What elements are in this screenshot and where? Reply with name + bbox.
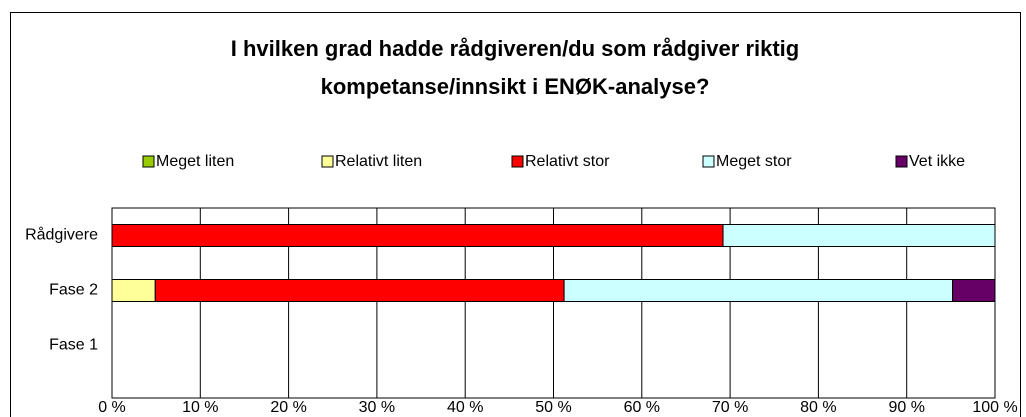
y-tick-label: Fase 2 [49,282,98,299]
x-tick-label: 50 % [535,399,571,416]
legend-label: Relativt stor [525,153,610,170]
bar-segment [111,279,156,302]
y-tick-label: Fase 1 [49,337,98,354]
x-tick-label: 10 % [182,399,218,416]
legend-label: Relativt liten [335,153,422,170]
y-tick-label: Rådgivere [25,226,98,244]
x-tick-label: 60 % [624,399,660,416]
x-tick-label: 0 % [98,399,126,416]
legend-swatch [321,155,334,168]
chart-frame [10,12,1021,417]
x-tick-label: 90 % [888,399,924,416]
bar-segment [722,224,996,247]
bar-segment [563,279,954,302]
chart-title: I hvilken grad hadde rådgiveren/du som r… [230,36,800,99]
legend-swatch [702,155,715,168]
bar-segment [952,279,996,302]
x-tick-label: 40 % [447,399,483,416]
x-tick-label: 30 % [359,399,395,416]
legend-label: Vet ikke [909,153,965,170]
legend-swatch [511,155,524,168]
bar-segment [154,279,565,302]
x-tick-label: 100 % [972,399,1017,416]
legend-swatch [895,155,908,168]
legend-label: Meget stor [716,153,792,170]
x-tick-label: 80 % [800,399,836,416]
x-tick-label: 70 % [712,399,748,416]
legend-label: Meget liten [156,153,234,170]
legend-swatch [142,155,155,168]
bar-segment [111,224,724,247]
x-tick-label: 20 % [270,399,306,416]
